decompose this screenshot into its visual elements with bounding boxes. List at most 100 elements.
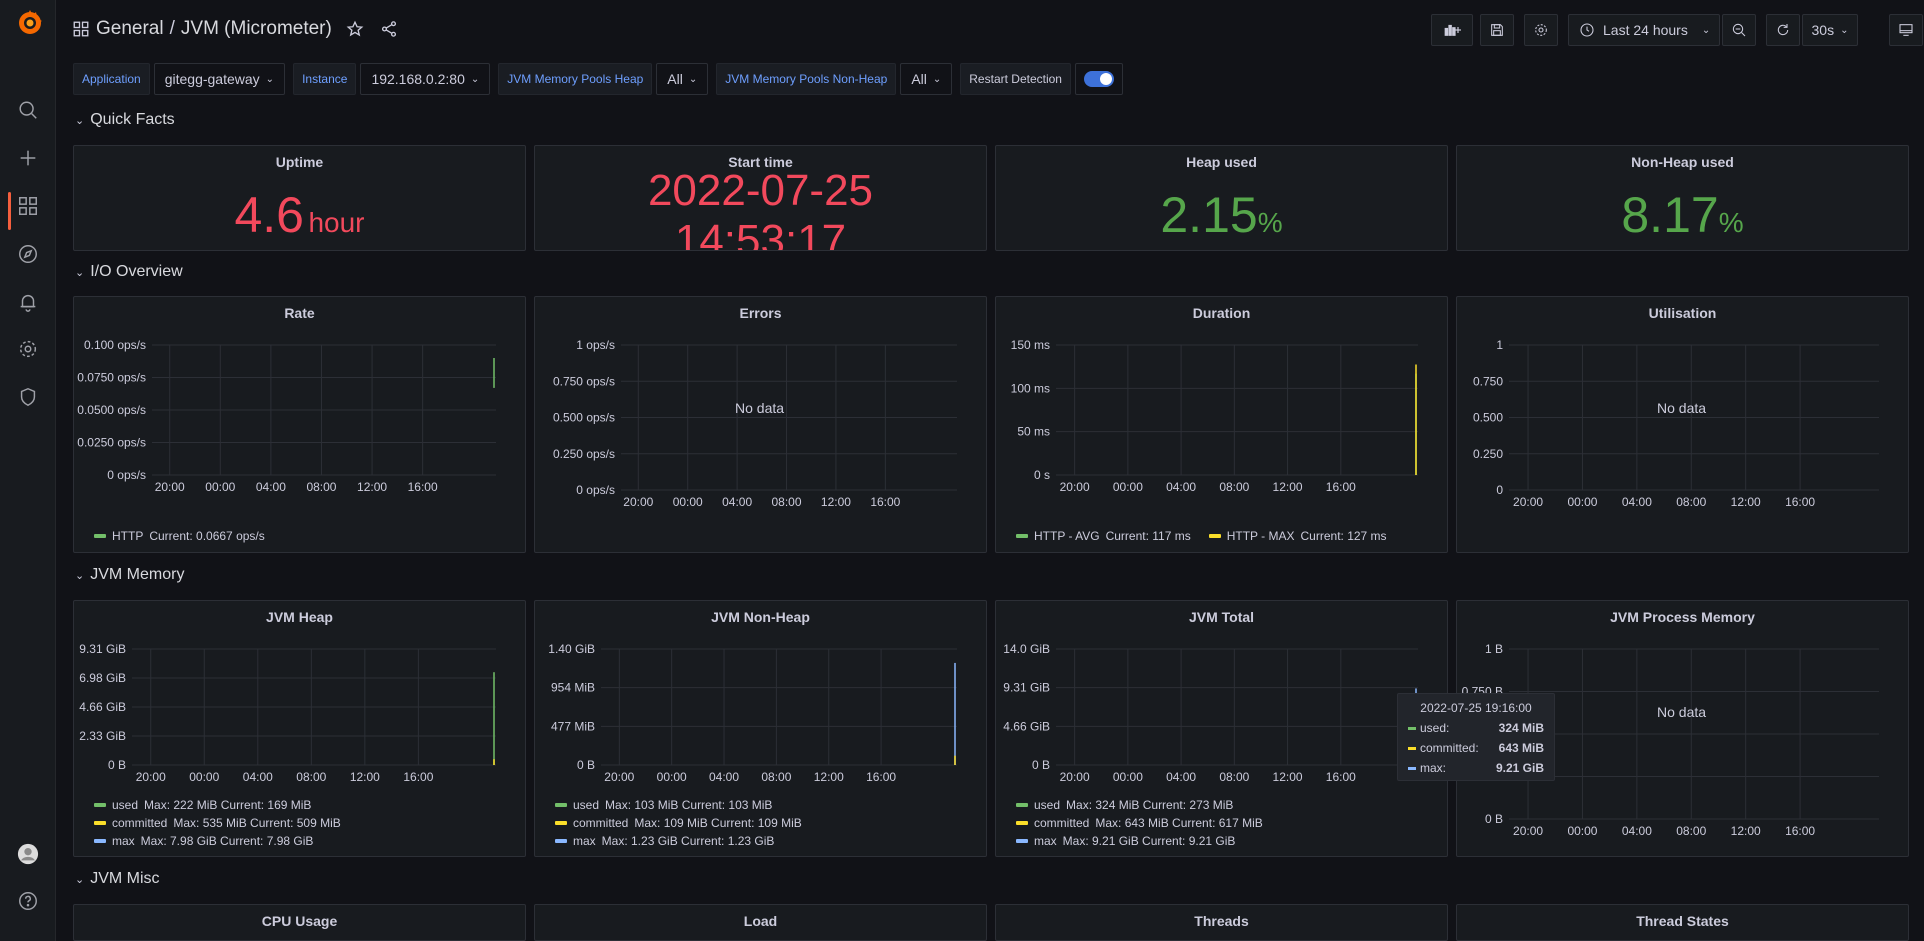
- x-tick-label: 08:00: [1219, 480, 1249, 494]
- x-tick-label: 00:00: [1567, 495, 1597, 509]
- time-picker-button[interactable]: Last 24 hours ⌄: [1568, 14, 1720, 46]
- row-title-label: JVM Memory: [90, 566, 185, 583]
- legend-item[interactable]: committed Max: 109 MiB Current: 109 MiB: [555, 816, 802, 830]
- legend-item[interactable]: HTTP - AVG Current: 117 ms HTTP - MAX Curr…: [1016, 529, 1387, 543]
- heap-used-panel[interactable]: Heap used 2.15%: [995, 145, 1448, 251]
- create-plus-icon[interactable]: [0, 140, 56, 176]
- legend-item[interactable]: max Max: 9.21 GiB Current: 9.21 GiB: [1016, 834, 1235, 848]
- help-icon[interactable]: [0, 883, 56, 919]
- panel-title: JVM Non-Heap: [711, 609, 810, 625]
- rate-graph[interactable]: 0.100 ops/s 0.0750 ops/s 0.0500 ops/s 0.025…: [74, 297, 526, 553]
- utilisation-graph[interactable]: 1 0.750 0.500 0.250 0 20:00 00:00 04:00 08:00 12:…: [1457, 297, 1909, 553]
- x-tick-label: 16:00: [1326, 770, 1356, 784]
- legend-item[interactable]: HTTP Current: 0.0667 ops/s: [94, 529, 265, 543]
- legend-item[interactable]: used Max: 222 MiB Current: 169 MiB: [94, 798, 311, 812]
- tv-mode-button[interactable]: [1889, 14, 1923, 46]
- legend-item[interactable]: used Max: 103 MiB Current: 103 MiB: [555, 798, 772, 812]
- duration-panel[interactable]: Duration 150 ms 100 ms 50 ms 0 s 20:00 00:00 0…: [995, 296, 1448, 553]
- tooltip-row: committed: 643 MiB: [1408, 741, 1544, 755]
- jvm-total-graph[interactable]: 14.0 GiB 9.31 GiB 4.66 GiB 0 B 20:00 00:00 04:…: [996, 601, 1448, 857]
- uptime-unit: hour: [308, 207, 365, 238]
- rate-panel[interactable]: Rate 0.100 ops/s 0.0750 ops/s 0.0500 ops/s…: [73, 296, 526, 553]
- toggle-switch[interactable]: [1083, 71, 1114, 87]
- breadcrumb-folder[interactable]: General: [96, 18, 164, 39]
- restart-detection-switch[interactable]: [1074, 63, 1123, 95]
- configuration-gear-icon[interactable]: [0, 331, 56, 367]
- star-icon[interactable]: [346, 20, 364, 38]
- legend-item[interactable]: max Max: 7.98 GiB Current: 7.98 GiB: [94, 834, 313, 848]
- legend-swatch: [555, 803, 567, 807]
- legend-item[interactable]: max Max: 1.23 GiB Current: 1.23 GiB: [555, 834, 774, 848]
- heap-pools-select[interactable]: All ⌄: [656, 63, 709, 95]
- instance-select[interactable]: 192.168.0.2:80 ⌄: [360, 63, 491, 95]
- legend-item[interactable]: used Max: 324 MiB Current: 273 MiB: [1016, 798, 1233, 812]
- tooltip-series-name: committed:: [1420, 741, 1479, 755]
- jvm-nonheap-panel[interactable]: JVM Non-Heap 1.40 GiB 954 MiB 477 MiB 0 B 20…: [534, 600, 987, 857]
- y-tick-label: 6.98 GiB: [79, 671, 126, 685]
- add-panel-button[interactable]: [1431, 14, 1473, 46]
- legend-swatch: [94, 534, 106, 538]
- thread-states-panel[interactable]: Thread States: [1456, 904, 1909, 941]
- panel-title: JVM Process Memory: [1610, 609, 1755, 625]
- application-select[interactable]: gitegg-gateway ⌄: [153, 63, 286, 95]
- chevron-down-icon: ⌄: [265, 73, 275, 85]
- legend-series-stat: Max: 643 MiB Current: 617 MiB: [1095, 816, 1263, 830]
- dashboards-icon[interactable]: [0, 188, 56, 230]
- legend-item[interactable]: committed Max: 535 MiB Current: 509 MiB: [94, 816, 341, 830]
- y-tick-label: 1: [1496, 338, 1503, 352]
- x-tick-label: 12:00: [1731, 495, 1761, 509]
- alerting-bell-icon[interactable]: [0, 284, 56, 320]
- jvm-heap-panel[interactable]: JVM Heap 9.31 GiB 6.98 GiB 4.66 GiB 2.33 Gi…: [73, 600, 526, 857]
- save-dashboard-button[interactable]: [1480, 14, 1514, 46]
- jvm-nonheap-graph[interactable]: 1.40 GiB 954 MiB 477 MiB 0 B 20:00 00:00 04:00…: [535, 601, 987, 857]
- load-panel[interactable]: Load: [534, 904, 987, 941]
- refresh-button[interactable]: [1766, 14, 1800, 46]
- legend-series-stat: Max: 103 MiB Current: 103 MiB: [605, 798, 773, 812]
- share-icon[interactable]: [380, 20, 398, 38]
- tooltip-series-name: max:: [1420, 761, 1447, 775]
- row-jvm-memory[interactable]: ⌄ JVM Memory: [75, 566, 184, 584]
- row-jvm-misc[interactable]: ⌄ JVM Misc: [75, 870, 160, 888]
- nonheap-pools-select[interactable]: All ⌄: [900, 63, 953, 95]
- y-tick-label: 0 B: [1485, 812, 1503, 826]
- heap-used-unit: %: [1257, 207, 1283, 238]
- refresh-interval-picker[interactable]: 30s ⌄: [1802, 14, 1858, 46]
- errors-graph[interactable]: 1 ops/s 0.750 ops/s 0.500 ops/s 0.250 ops/s…: [535, 297, 987, 553]
- y-tick-label: 0 ops/s: [576, 483, 615, 497]
- search-icon[interactable]: [0, 92, 56, 128]
- row-title-label: JVM Misc: [90, 870, 160, 887]
- cpu-usage-panel[interactable]: CPU Usage: [73, 904, 526, 941]
- start-time-panel[interactable]: Start time 2022-07-25 14:53:17: [534, 145, 987, 251]
- variable-label-instance: Instance: [293, 63, 357, 95]
- errors-panel[interactable]: Errors 1 ops/s 0.750 ops/s 0.500 ops/s 0.25…: [534, 296, 987, 553]
- nonheap-used-panel[interactable]: Non-Heap used 8.17%: [1456, 145, 1909, 251]
- x-tick-label: 12:00: [350, 770, 380, 784]
- user-avatar[interactable]: [0, 836, 56, 872]
- chevron-down-icon: ⌄: [688, 73, 698, 85]
- variable-label-application: Application: [73, 63, 150, 95]
- y-tick-label: 9.31 GiB: [79, 642, 126, 656]
- jvm-total-panel[interactable]: JVM Total 14.0 GiB 9.31 GiB 4.66 GiB 0 B 20:…: [995, 600, 1448, 857]
- x-tick-label: 20:00: [1513, 824, 1543, 838]
- no-data-label: No data: [735, 400, 785, 416]
- row-quick-facts[interactable]: ⌄ Quick Facts: [75, 111, 175, 129]
- duration-graph[interactable]: 150 ms 100 ms 50 ms 0 s 20:00 00:00 04:00 08:00…: [996, 297, 1448, 553]
- jvm-heap-graph[interactable]: 9.31 GiB 6.98 GiB 4.66 GiB 2.33 GiB 0 B 20:00…: [74, 601, 526, 857]
- legend-item[interactable]: committed Max: 643 MiB Current: 617 MiB: [1016, 816, 1263, 830]
- uptime-panel[interactable]: Uptime 4.6 hour: [73, 145, 526, 251]
- zoom-out-button[interactable]: [1722, 14, 1756, 46]
- y-tick-label: 0.0500 ops/s: [77, 403, 146, 417]
- x-tick-label: 04:00: [1622, 824, 1652, 838]
- row-io-overview[interactable]: ⌄ I/O Overview: [75, 263, 183, 281]
- dashboard-settings-button[interactable]: [1524, 14, 1558, 46]
- explore-compass-icon[interactable]: [0, 236, 56, 272]
- jvm-process-memory-graph[interactable]: 1 B0.750 B0 B20:00 00:00 04:00 08:00 12:00 16…: [1457, 601, 1909, 857]
- threads-panel[interactable]: Threads: [995, 904, 1448, 941]
- dashboard-title[interactable]: JVM (Micrometer): [180, 18, 332, 39]
- monitor-icon: [1899, 24, 1913, 36]
- heap-pools-value: All: [667, 71, 683, 87]
- server-admin-shield-icon[interactable]: [0, 379, 56, 415]
- grafana-logo-icon[interactable]: [16, 8, 44, 38]
- legend-series-stat: Current: 127 ms: [1300, 529, 1387, 543]
- utilisation-panel[interactable]: Utilisation 1 0.750 0.500 0.250 0 20:00 00:00 0…: [1456, 296, 1909, 553]
